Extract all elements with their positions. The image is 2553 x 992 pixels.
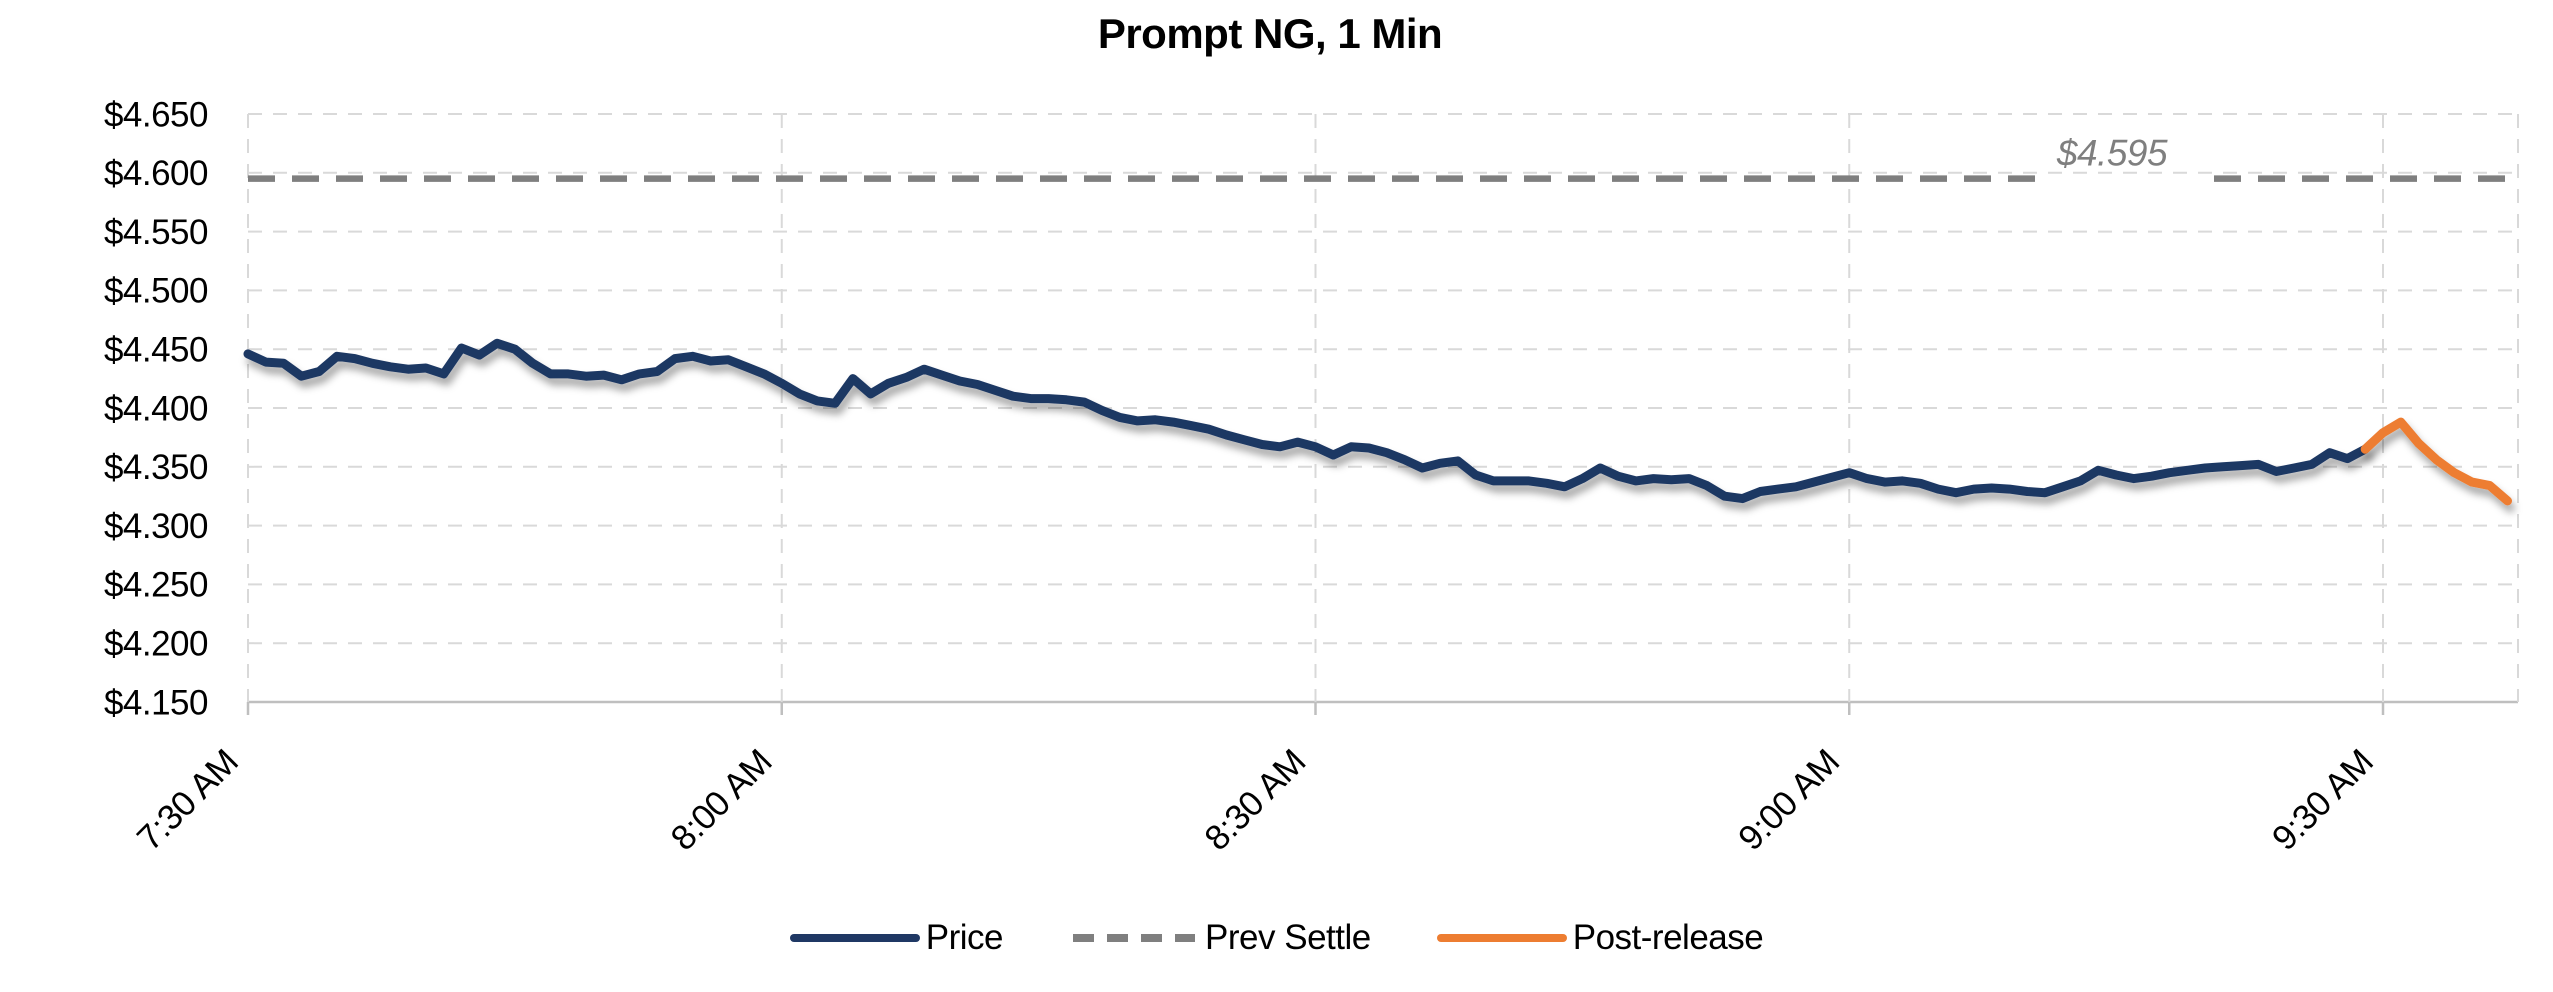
- legend-swatch-line: [789, 934, 920, 942]
- y-axis-tick-label: $4.600: [104, 154, 208, 193]
- y-axis-tick-label: $4.400: [104, 389, 208, 428]
- x-axis-tick-label: 8:00 AM: [663, 742, 779, 858]
- y-axis-tick-label: $4.450: [104, 330, 208, 369]
- legend-label: Price: [925, 918, 1004, 957]
- price-line: [243, 338, 2370, 504]
- x-axis-tick-label: 9:30 AM: [2265, 742, 2381, 858]
- prev-settle-value-label: $4.595: [2056, 133, 2168, 174]
- y-axis-tick-label: $4.300: [104, 507, 208, 546]
- y-axis-tick-label: $4.200: [104, 624, 208, 663]
- legend-item-prev-settle: Prev Settle: [1069, 918, 1371, 958]
- legend-item-price: Price: [789, 918, 1004, 958]
- y-axis-tick-label: $4.250: [104, 566, 208, 605]
- legend-label: Prev Settle: [1205, 918, 1371, 957]
- x-axis-tick-label: 7:30 AM: [130, 742, 246, 858]
- x-axis-tick-label: 9:00 AM: [1731, 742, 1847, 858]
- legend-swatch-line: [1073, 934, 1196, 942]
- post-release-line: [2360, 417, 2512, 506]
- legend-label: Post-release: [1572, 918, 1764, 957]
- chart-title: Prompt NG, 1 Min: [1097, 10, 1443, 57]
- y-axis-tick-label: $4.550: [104, 213, 208, 252]
- y-axis-tick-label: $4.350: [104, 448, 208, 487]
- x-axis-tick-label: 8:30 AM: [1197, 742, 1313, 858]
- legend-item-post-release: Post-release: [1436, 918, 1764, 958]
- y-axis-tick-label: $4.650: [104, 95, 208, 134]
- y-axis-tick-label: $4.500: [104, 272, 208, 311]
- legend: Price Prev Settle Post-release: [0, 918, 2553, 958]
- y-axis-tick-label: $4.150: [104, 683, 208, 722]
- legend-swatch-line: [1436, 934, 1567, 942]
